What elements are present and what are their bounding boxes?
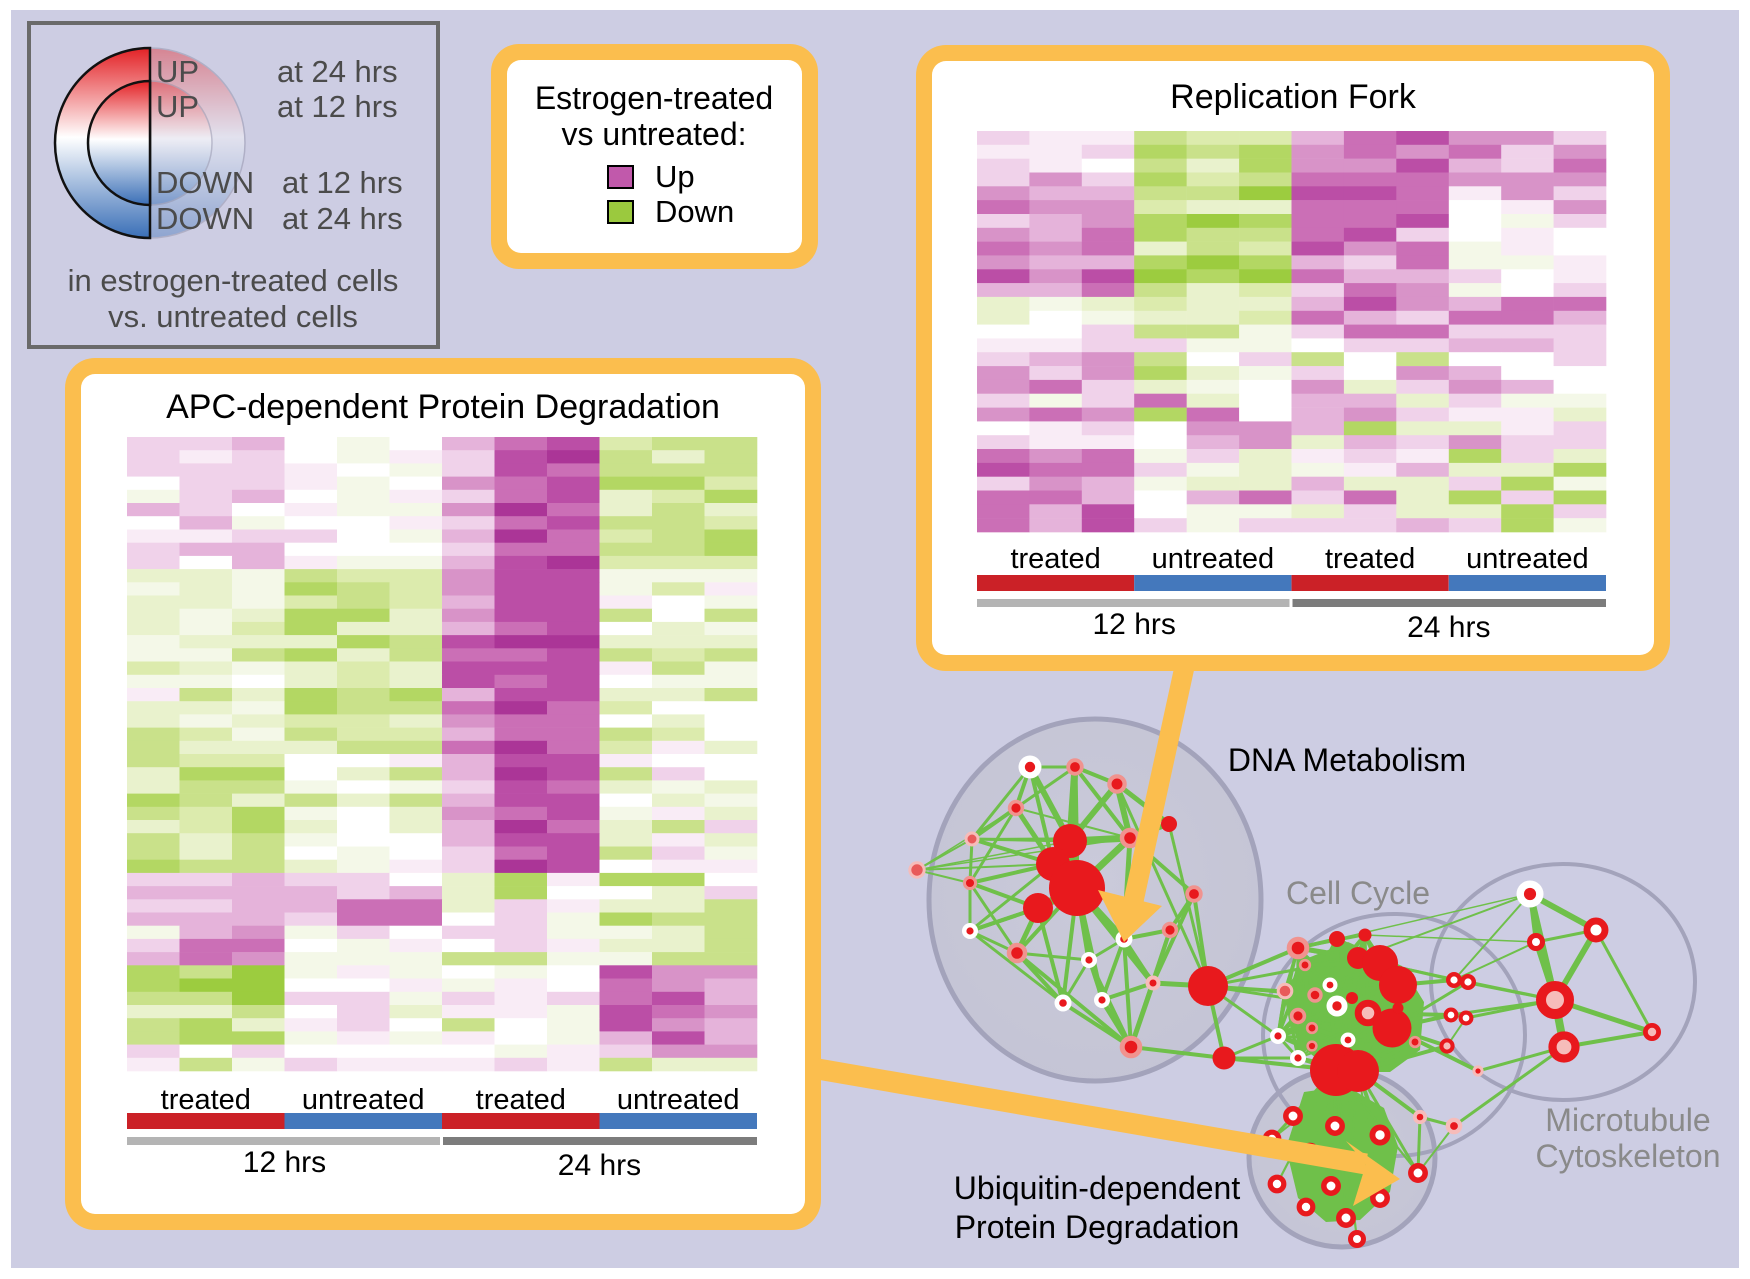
- svg-text:24 hrs: 24 hrs: [1407, 611, 1490, 644]
- svg-text:Replication Fork: Replication Fork: [1170, 78, 1417, 116]
- svg-text:Cell Cycle: Cell Cycle: [1286, 875, 1430, 911]
- svg-text:treated: treated: [161, 1084, 251, 1116]
- svg-text:Estrogen-treated: Estrogen-treated: [535, 80, 773, 116]
- svg-text:Microtubule: Microtubule: [1545, 1102, 1710, 1138]
- svg-text:24 hrs: 24 hrs: [558, 1149, 641, 1182]
- svg-text:12 hrs: 12 hrs: [243, 1146, 326, 1179]
- svg-text:DOWN: DOWN: [156, 165, 254, 200]
- svg-text:vs untreated:: vs untreated:: [562, 116, 747, 152]
- svg-text:at 24 hrs: at 24 hrs: [277, 54, 398, 89]
- svg-text:APC-dependent Protein Degradat: APC-dependent Protein Degradation: [166, 388, 720, 426]
- svg-text:UP: UP: [156, 89, 199, 124]
- svg-text:untreated: untreated: [302, 1084, 425, 1116]
- svg-text:at 24 hrs: at 24 hrs: [282, 201, 403, 236]
- svg-text:Cytoskeleton: Cytoskeleton: [1536, 1138, 1721, 1174]
- svg-text:Ubiquitin-dependent: Ubiquitin-dependent: [954, 1170, 1241, 1206]
- svg-text:treated: treated: [1325, 543, 1415, 575]
- svg-text:vs. untreated cells: vs. untreated cells: [108, 299, 358, 334]
- svg-text:untreated: untreated: [1466, 543, 1589, 575]
- svg-text:Protein Degradation: Protein Degradation: [955, 1209, 1240, 1245]
- svg-text:untreated: untreated: [617, 1084, 740, 1116]
- svg-text:12 hrs: 12 hrs: [1093, 608, 1176, 641]
- svg-text:treated: treated: [1010, 543, 1100, 575]
- svg-text:DNA Metabolism: DNA Metabolism: [1228, 742, 1466, 778]
- svg-text:in estrogen-treated cells: in estrogen-treated cells: [68, 263, 399, 298]
- svg-text:treated: treated: [476, 1084, 566, 1116]
- svg-text:Down: Down: [655, 194, 734, 229]
- svg-text:at 12 hrs: at 12 hrs: [282, 165, 403, 200]
- svg-text:UP: UP: [156, 54, 199, 89]
- svg-text:Up: Up: [655, 159, 695, 194]
- svg-text:at 12 hrs: at 12 hrs: [277, 89, 398, 124]
- svg-text:untreated: untreated: [1152, 543, 1275, 575]
- svg-text:DOWN: DOWN: [156, 201, 254, 236]
